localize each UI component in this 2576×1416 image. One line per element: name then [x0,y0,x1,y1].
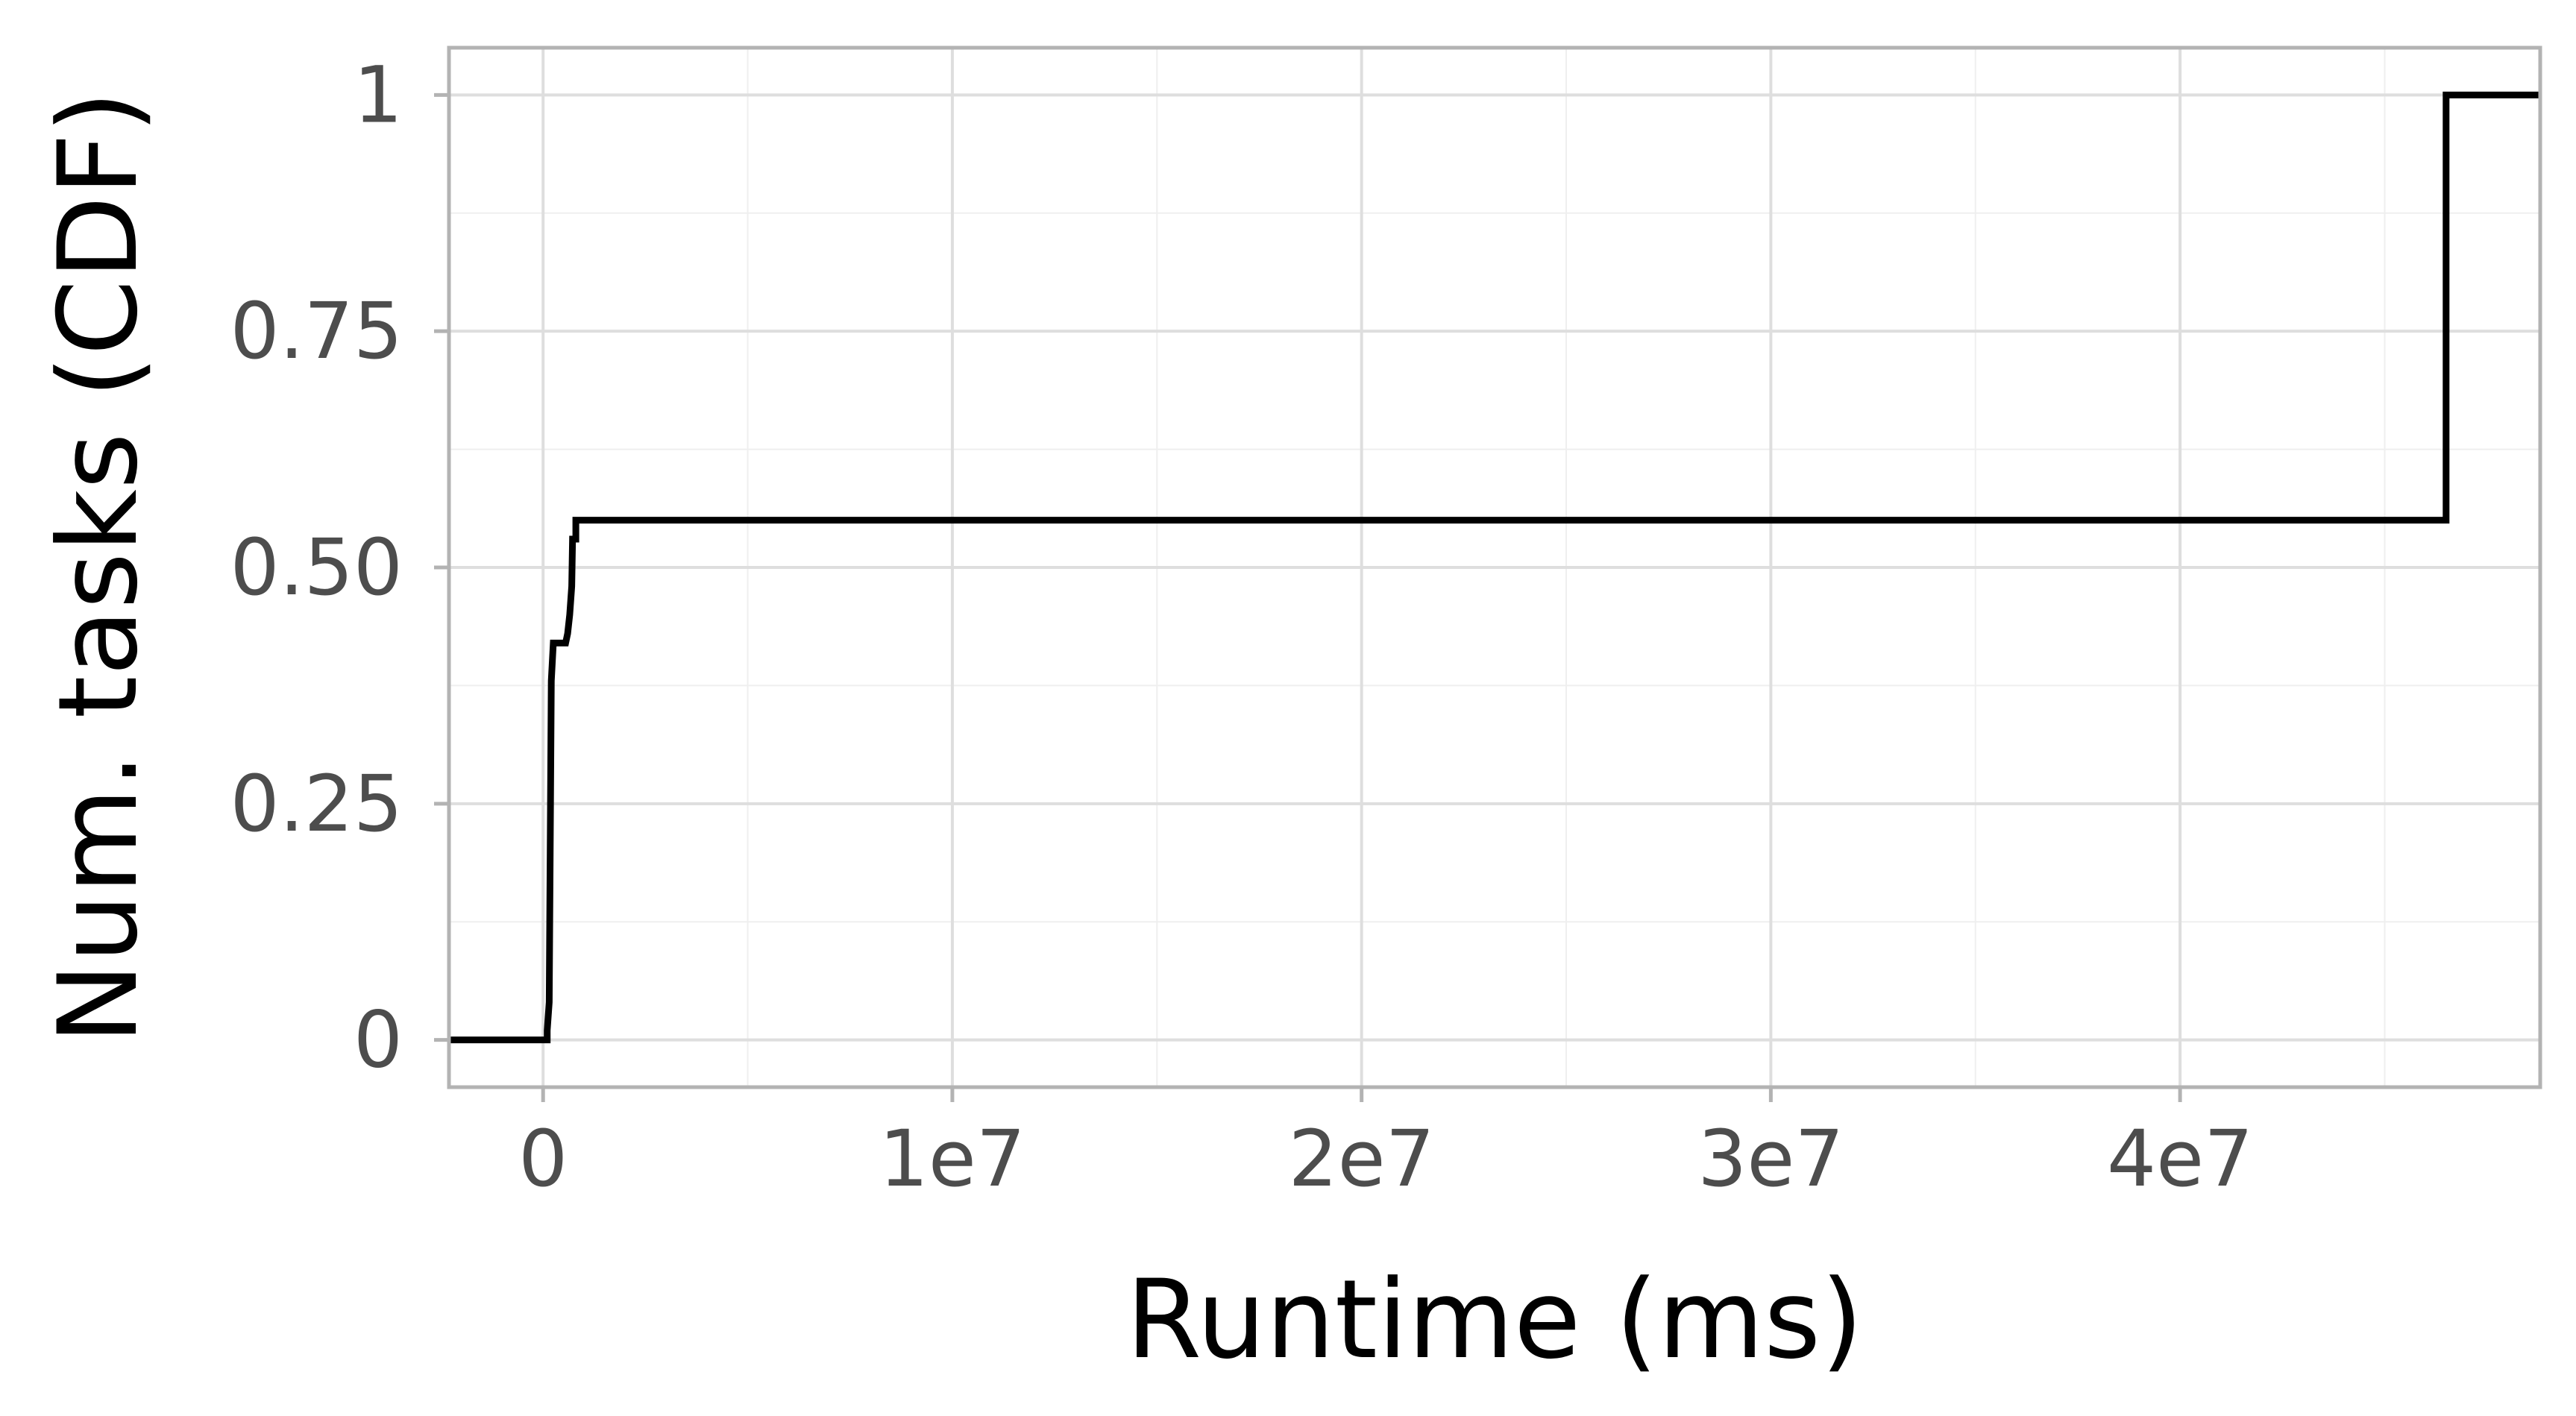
y-tick-label: 0.25 [230,758,403,849]
x-tick-label: 1e7 [879,1113,1025,1204]
series-layer [449,91,2540,1044]
y-tick-label: 0.75 [230,286,403,377]
x-axis-title: Runtime (ms) [1126,1256,1863,1383]
y-tick-label: 0 [354,995,403,1086]
y-axis-title: Num. tasks (CDF) [35,91,162,1045]
x-tick-label: 0 [518,1113,568,1204]
y-tick-label: 1 [354,49,403,140]
x-axis-ticks: 0 1e7 2e7 3e7 4e7 [518,1087,2253,1204]
x-tick-label: 2e7 [1288,1113,1434,1204]
major-gridlines [449,48,2540,1087]
y-tick-label: 0.50 [230,522,403,613]
cdf-series-line [449,91,2540,1044]
x-tick-label: 4e7 [2107,1113,2253,1204]
x-tick-label: 3e7 [1697,1113,1844,1204]
y-axis-ticks: 0 0.25 0.50 0.75 1 [230,49,449,1086]
